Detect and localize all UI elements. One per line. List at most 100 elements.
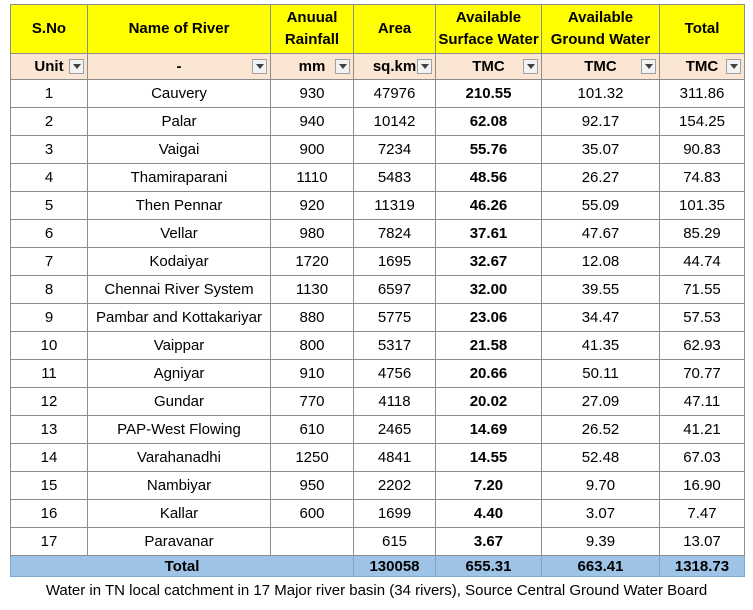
cell-sno[interactable]: 6 — [10, 219, 88, 248]
cell-sno[interactable]: 16 — [10, 499, 88, 528]
unit-cell[interactable]: TMC — [659, 53, 745, 80]
cell-surface-water[interactable]: 55.76 — [435, 135, 542, 164]
cell-area[interactable]: 4756 — [353, 359, 436, 388]
cell-ground-water[interactable]: 34.47 — [541, 303, 660, 332]
cell-rainfall[interactable]: 1250 — [270, 443, 354, 472]
cell-river-name[interactable]: Paravanar — [87, 527, 271, 556]
cell-ground-water[interactable]: 26.27 — [541, 163, 660, 192]
cell-area[interactable]: 10142 — [353, 107, 436, 136]
filter-dropdown-icon[interactable] — [335, 59, 350, 74]
unit-cell[interactable]: Unit — [10, 53, 88, 80]
cell-surface-water[interactable]: 4.40 — [435, 499, 542, 528]
cell-ground-water[interactable]: 55.09 — [541, 191, 660, 220]
cell-total[interactable]: 154.25 — [659, 107, 745, 136]
unit-cell[interactable]: sq.km — [353, 53, 436, 80]
cell-ground-water[interactable]: 47.67 — [541, 219, 660, 248]
cell-surface-water[interactable]: 210.55 — [435, 79, 542, 108]
cell-total[interactable]: 16.90 — [659, 471, 745, 500]
cell-rainfall[interactable]: 900 — [270, 135, 354, 164]
cell-surface-water[interactable]: 48.56 — [435, 163, 542, 192]
cell-river-name[interactable]: Vaigai — [87, 135, 271, 164]
cell-rainfall[interactable]: 920 — [270, 191, 354, 220]
cell-total[interactable]: 85.29 — [659, 219, 745, 248]
cell-ground-water[interactable]: 101.32 — [541, 79, 660, 108]
cell-river-name[interactable]: Vaippar — [87, 331, 271, 360]
cell-sno[interactable]: 13 — [10, 415, 88, 444]
cell-sno[interactable]: 1 — [10, 79, 88, 108]
cell-rainfall[interactable]: 1130 — [270, 275, 354, 304]
cell-sno[interactable]: 11 — [10, 359, 88, 388]
cell-surface-water[interactable]: 20.66 — [435, 359, 542, 388]
cell-area[interactable]: 4841 — [353, 443, 436, 472]
cell-sno[interactable]: 10 — [10, 331, 88, 360]
cell-area[interactable]: 7824 — [353, 219, 436, 248]
cell-rainfall[interactable]: 1110 — [270, 163, 354, 192]
cell-area[interactable]: 5317 — [353, 331, 436, 360]
cell-area[interactable]: 11319 — [353, 191, 436, 220]
cell-ground-water[interactable]: 9.70 — [541, 471, 660, 500]
cell-ground-water[interactable]: 39.55 — [541, 275, 660, 304]
cell-area[interactable]: 5775 — [353, 303, 436, 332]
cell-sno[interactable]: 5 — [10, 191, 88, 220]
unit-cell[interactable]: mm — [270, 53, 354, 80]
cell-river-name[interactable]: Agniyar — [87, 359, 271, 388]
cell-river-name[interactable]: Kallar — [87, 499, 271, 528]
cell-rainfall[interactable]: 980 — [270, 219, 354, 248]
header-total[interactable]: Total — [659, 4, 745, 54]
cell-area[interactable]: 7234 — [353, 135, 436, 164]
filter-dropdown-icon[interactable] — [523, 59, 538, 74]
total-label[interactable]: Total — [10, 555, 354, 577]
cell-river-name[interactable]: Gundar — [87, 387, 271, 416]
header-area[interactable]: Area — [353, 4, 436, 54]
cell-rainfall[interactable]: 600 — [270, 499, 354, 528]
cell-river-name[interactable]: Pambar and Kottakariyar — [87, 303, 271, 332]
cell-river-name[interactable]: Cauvery — [87, 79, 271, 108]
cell-rainfall[interactable]: 910 — [270, 359, 354, 388]
cell-rainfall[interactable]: 770 — [270, 387, 354, 416]
cell-rainfall[interactable]: 940 — [270, 107, 354, 136]
cell-river-name[interactable]: Varahanadhi — [87, 443, 271, 472]
cell-sno[interactable]: 9 — [10, 303, 88, 332]
cell-total[interactable]: 101.35 — [659, 191, 745, 220]
cell-total[interactable]: 41.21 — [659, 415, 745, 444]
cell-river-name[interactable]: Then Pennar — [87, 191, 271, 220]
filter-dropdown-icon[interactable] — [417, 59, 432, 74]
cell-surface-water[interactable]: 62.08 — [435, 107, 542, 136]
total-area[interactable]: 130058 — [353, 555, 436, 577]
cell-area[interactable]: 2465 — [353, 415, 436, 444]
total-ground-water[interactable]: 663.41 — [541, 555, 660, 577]
cell-rainfall[interactable]: 950 — [270, 471, 354, 500]
cell-ground-water[interactable]: 27.09 — [541, 387, 660, 416]
cell-surface-water[interactable]: 23.06 — [435, 303, 542, 332]
cell-sno[interactable]: 12 — [10, 387, 88, 416]
cell-surface-water[interactable]: 14.55 — [435, 443, 542, 472]
header-river-name[interactable]: Name of River — [87, 4, 271, 54]
cell-area[interactable]: 615 — [353, 527, 436, 556]
cell-sno[interactable]: 3 — [10, 135, 88, 164]
unit-cell[interactable]: - — [87, 53, 271, 80]
cell-surface-water[interactable]: 21.58 — [435, 331, 542, 360]
unit-cell[interactable]: TMC — [435, 53, 542, 80]
cell-area[interactable]: 6597 — [353, 275, 436, 304]
cell-total[interactable]: 67.03 — [659, 443, 745, 472]
cell-river-name[interactable]: Vellar — [87, 219, 271, 248]
cell-river-name[interactable]: Thamiraparani — [87, 163, 271, 192]
cell-ground-water[interactable]: 26.52 — [541, 415, 660, 444]
cell-total[interactable]: 71.55 — [659, 275, 745, 304]
cell-surface-water[interactable]: 3.67 — [435, 527, 542, 556]
cell-rainfall[interactable]: 1720 — [270, 247, 354, 276]
cell-ground-water[interactable]: 92.17 — [541, 107, 660, 136]
total-surface-water[interactable]: 655.31 — [435, 555, 542, 577]
cell-total[interactable]: 44.74 — [659, 247, 745, 276]
cell-surface-water[interactable]: 32.67 — [435, 247, 542, 276]
cell-total[interactable]: 74.83 — [659, 163, 745, 192]
cell-ground-water[interactable]: 50.11 — [541, 359, 660, 388]
unit-cell[interactable]: TMC — [541, 53, 660, 80]
cell-total[interactable]: 70.77 — [659, 359, 745, 388]
cell-area[interactable]: 2202 — [353, 471, 436, 500]
cell-ground-water[interactable]: 3.07 — [541, 499, 660, 528]
cell-total[interactable]: 7.47 — [659, 499, 745, 528]
cell-ground-water[interactable]: 35.07 — [541, 135, 660, 164]
filter-dropdown-icon[interactable] — [69, 59, 84, 74]
cell-area[interactable]: 5483 — [353, 163, 436, 192]
